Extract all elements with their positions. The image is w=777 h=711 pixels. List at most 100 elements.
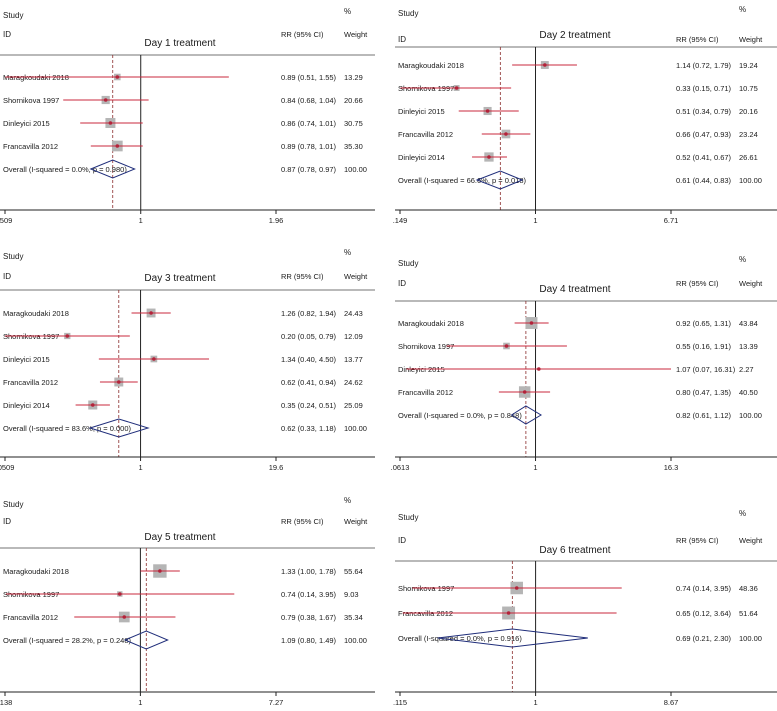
study-weight: 19.24 [739, 61, 758, 70]
overall-rr-ci: 0.69 (0.21, 2.30) [676, 634, 732, 643]
forest-panel-day-1: Study % ID RR (95% CI) Weight Day 1 treatment… [0, 7, 375, 225]
study-weight: 9.03 [344, 590, 359, 599]
study-point [504, 344, 509, 348]
study-weight: 30.75 [344, 119, 363, 128]
rr-ci-header: RR (95% CI) [281, 517, 324, 526]
x-tick-label: 1 [534, 698, 538, 706]
rr-ci-header: RR (95% CI) [281, 272, 324, 281]
study-point [149, 311, 153, 315]
study-weight: 23.24 [739, 130, 758, 139]
x-tick-label: 1 [533, 216, 537, 225]
study-point [487, 155, 491, 159]
weight-header: Weight [739, 279, 763, 288]
overall-rr-ci: 0.82 (0.61, 1.12) [676, 411, 732, 420]
forest-panel-day-2: Study % ID RR (95% CI) Weight Day 2 treatment… [393, 5, 777, 225]
study-weight: 48.36 [739, 584, 758, 593]
study-header: Study [3, 11, 23, 20]
overall-weight: 100.00 [344, 636, 367, 645]
study-name: Maragkoudaki 2018 [398, 61, 464, 70]
study-weight: 35.34 [344, 613, 363, 622]
study-weight: 13.29 [344, 73, 363, 82]
overall-label: Overall (I-squared = 0.0%, p = 0.848) [398, 411, 522, 420]
study-name: Francavilla 2012 [3, 378, 58, 387]
x-tick-label: 19.6 [269, 463, 284, 472]
x-tick-label: 7.27 [269, 698, 284, 706]
study-name: Maragkoudaki 2018 [3, 309, 69, 318]
study-weight: 13.39 [739, 342, 758, 351]
x-tick-label: .509 [0, 216, 12, 225]
study-rr-ci: 0.35 (0.24, 0.51) [281, 401, 337, 410]
x-tick-label: 16.3 [664, 463, 679, 472]
percent-header: % [739, 509, 746, 518]
percent-header: % [739, 255, 746, 264]
study-point [537, 367, 541, 371]
overall-diamond [88, 418, 150, 438]
panel-title: Day 2 treatment [539, 30, 610, 41]
study-point [158, 569, 162, 573]
study-name: Shornikova 1997 [398, 342, 454, 351]
overall-diamond [510, 405, 542, 425]
weight-header: Weight [344, 272, 368, 281]
x-tick-label: 1.96 [269, 216, 284, 225]
overall-label: Overall (I-squared = 0.0%, p = 0.980) [3, 165, 127, 174]
x-tick-label: .115 [393, 698, 407, 706]
overall-diamond [437, 628, 588, 648]
study-point [504, 132, 508, 136]
study-weight: 43.84 [739, 319, 758, 328]
overall-diamond [475, 170, 524, 190]
id-header: ID [398, 536, 406, 545]
overall-label: Overall (I-squared = 0.0%, p = 0.916) [398, 634, 522, 643]
study-rr-ci: 0.74 (0.14, 3.95) [281, 590, 337, 599]
study-point [454, 86, 459, 90]
panel-title: Day 4 treatment [539, 284, 610, 295]
percent-header: % [344, 248, 351, 257]
x-tick-label: 6.71 [664, 216, 679, 225]
overall-diamond [123, 630, 169, 650]
study-rr-ci: 1.33 (1.00, 1.78) [281, 567, 337, 576]
weight-header: Weight [344, 517, 368, 526]
study-rr-ci: 0.74 (0.14, 3.95) [676, 584, 732, 593]
study-point [65, 334, 70, 338]
study-point [152, 357, 156, 361]
study-header: Study [398, 9, 418, 18]
study-rr-ci: 0.80 (0.47, 1.35) [676, 388, 732, 397]
study-rr-ci: 0.92 (0.65, 1.31) [676, 319, 732, 328]
study-point [115, 75, 120, 79]
study-point [90, 403, 95, 407]
study-point [122, 615, 127, 619]
study-point [115, 144, 120, 148]
study-rr-ci: 0.65 (0.12, 3.64) [676, 609, 732, 618]
study-header: Study [398, 259, 418, 268]
study-weight: 10.75 [739, 84, 758, 93]
study-point [116, 380, 121, 384]
x-tick-label: 1 [138, 463, 142, 472]
study-point [485, 109, 490, 113]
study-rr-ci: 0.89 (0.78, 1.01) [281, 142, 337, 151]
study-rr-ci: 0.62 (0.41, 0.94) [281, 378, 337, 387]
forest-panel-day-4: Study % ID RR (95% CI) Weight Day 4 treatment… [391, 255, 777, 472]
study-point [103, 98, 108, 102]
overall-weight: 100.00 [739, 411, 762, 420]
study-rr-ci: 0.89 (0.51, 1.55) [281, 73, 337, 82]
study-weight: 20.16 [739, 107, 758, 116]
study-weight: 55.64 [344, 567, 363, 576]
study-point [506, 611, 511, 615]
percent-header: % [344, 7, 351, 16]
study-name: Dinleyici 2015 [3, 119, 50, 128]
panel-title: Day 3 treatment [144, 273, 215, 284]
study-weight: 35.30 [344, 142, 363, 151]
study-name: Francavilla 2012 [3, 142, 58, 151]
study-point [514, 586, 519, 590]
x-tick-label: .0613 [391, 463, 410, 472]
forest-panel-day-5: Study % ID RR (95% CI) Weight Day 5 treatment… [0, 496, 375, 707]
x-tick-label: 1 [533, 463, 537, 472]
overall-rr-ci: 0.62 (0.33, 1.18) [281, 424, 337, 433]
study-point [522, 390, 527, 394]
panel-title: Day 6 treatment [539, 545, 610, 556]
study-point [108, 121, 113, 125]
study-point [118, 592, 122, 596]
study-name: Dinleyici 2015 [398, 107, 445, 116]
overall-weight: 100.00 [739, 634, 762, 643]
overall-rr-ci: 0.61 (0.44, 0.83) [676, 176, 732, 185]
